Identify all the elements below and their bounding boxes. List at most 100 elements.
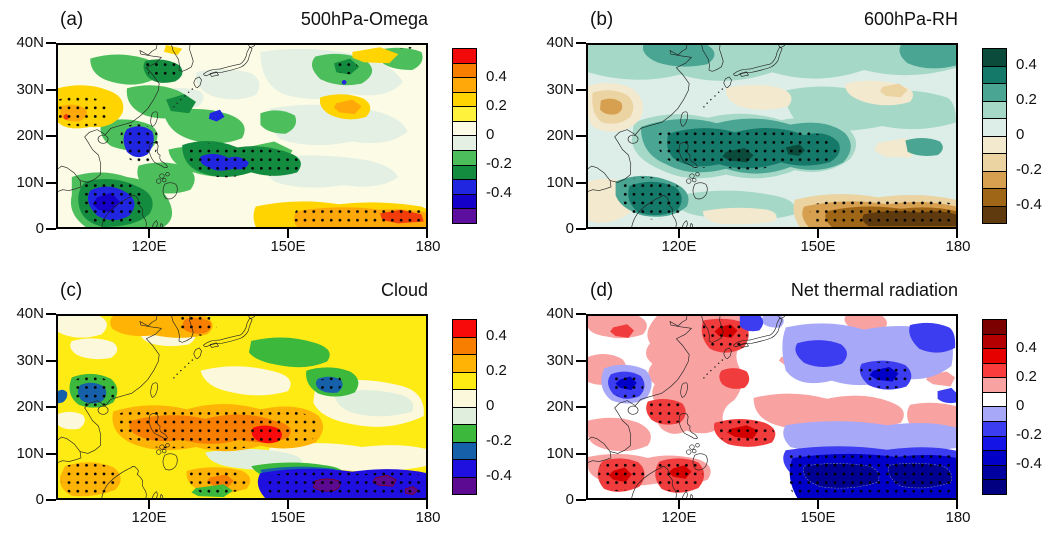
- colorbar-segment: [983, 421, 1006, 436]
- y-tick-label: 10N: [546, 173, 574, 191]
- colorbar-segment: [453, 441, 476, 459]
- colorbar-segment: [983, 333, 1006, 349]
- colorbar-segment: [983, 153, 1006, 171]
- colorbar-tick-label: -0.4: [486, 184, 512, 201]
- map-d-canvas: [588, 316, 956, 498]
- colorbar-segment: [983, 479, 1006, 494]
- colorbar-segment: [983, 170, 1006, 188]
- colorbar-segment: [453, 91, 476, 107]
- panel-a-title: 500hPa-Omega: [300, 9, 428, 29]
- colorbar-tick-label: 0.2: [1016, 91, 1037, 109]
- colorbar-tick-label: -0.4: [486, 466, 512, 484]
- colorbar-c: [452, 319, 477, 495]
- map-a-canvas: [58, 45, 426, 227]
- colorbar-tick-label: 0.4: [1016, 56, 1037, 74]
- coastlines: [58, 45, 256, 227]
- coastlines: [588, 316, 786, 498]
- colorbar-segment: [983, 100, 1006, 118]
- colorbar-tick-label: 0: [486, 126, 495, 143]
- y-tick-label: 20N: [546, 398, 574, 415]
- x-tick-label: 120E: [661, 238, 697, 255]
- colorbar-segment: [453, 208, 476, 223]
- panel-b-tag: (b): [590, 9, 614, 30]
- panel-a-tag: (a): [60, 9, 84, 30]
- colorbar-segment: [453, 336, 476, 354]
- y-tick-label: 0: [565, 491, 574, 508]
- colorbar-segment: [453, 49, 476, 63]
- y-tick-label: 0: [565, 220, 574, 237]
- panel-d: (d) Net thermal radiation: [530, 271, 1060, 542]
- colorbar-tick-label: 0.2: [486, 362, 507, 380]
- colorbar-segment: [453, 120, 476, 136]
- colorbar-segment: [453, 106, 476, 121]
- x-tick-label: 180: [415, 238, 441, 255]
- colorbar-segment: [983, 49, 1006, 66]
- y-tick-label: 30N: [16, 351, 44, 369]
- x-tick-label: 150E: [270, 509, 306, 526]
- stipple-significant-areas: [61, 316, 426, 498]
- colorbar-segment: [983, 65, 1006, 83]
- colorbar-segment: [453, 389, 476, 407]
- colorbar-segment: [983, 435, 1006, 451]
- colorbar-tick-label: -0.4: [1016, 195, 1042, 213]
- y-tick-label: 30N: [546, 351, 574, 369]
- x-tick-label: 120E: [131, 238, 167, 255]
- colorbar-tick-label: 0.2: [1016, 368, 1037, 385]
- colorbar-segment: [983, 362, 1006, 378]
- stipple-significant-areas: [58, 46, 426, 227]
- y-tick-label: 10N: [16, 444, 44, 462]
- colorbar-segment: [983, 83, 1006, 101]
- colorbar-tick-label: -0.2: [486, 431, 512, 449]
- panel-a: (a) 500hPa-Omega: [0, 0, 530, 271]
- y-tick-label: 0: [35, 491, 44, 508]
- colorbar-segment: [983, 391, 1006, 407]
- colorbar-tick-label: -0.2: [486, 155, 512, 172]
- panel-c-tag: (c): [60, 280, 83, 301]
- y-tick-label: 10N: [546, 444, 574, 462]
- y-tick-label: 40N: [546, 34, 574, 51]
- panel-b: (b) 600hPa-RH: [530, 0, 1060, 271]
- y-tick-label: 20N: [16, 398, 44, 415]
- colorbar-segment: [453, 150, 476, 165]
- colorbar-segment: [983, 406, 1006, 422]
- colorbar-segment: [453, 179, 476, 194]
- colorbar-tick-label: 0: [1016, 126, 1025, 143]
- colorbar-segment: [983, 320, 1006, 334]
- map-c-canvas: [58, 316, 426, 498]
- colorbar-segment: [453, 354, 476, 372]
- colorbar-tick-label: -0.2: [1016, 160, 1042, 178]
- y-tick-label: 20N: [546, 127, 574, 144]
- colorbar-a: [452, 48, 477, 224]
- map-d: [586, 314, 958, 500]
- y-tick-label: 40N: [16, 305, 44, 322]
- y-tick-label: 20N: [16, 127, 44, 144]
- colorbar-tick-label: 0.4: [486, 68, 507, 85]
- panel-c: (c) Cloud: [0, 271, 530, 542]
- colorbar-segment: [453, 476, 476, 494]
- colorbar-tick-label: -0.4: [1016, 455, 1042, 472]
- colorbar-segment: [983, 377, 1006, 392]
- x-tick-label: 180: [945, 509, 971, 526]
- colorbar-d: [982, 319, 1007, 495]
- colorbar-segment: [983, 118, 1006, 136]
- colorbar-tick-label: 0.4: [1016, 339, 1037, 356]
- colorbar-segment: [983, 464, 1006, 480]
- x-tick-label: 150E: [270, 238, 306, 255]
- colorbar-tick-label: 0: [486, 397, 495, 414]
- y-tick-label: 10N: [16, 173, 44, 191]
- colorbar-segment: [983, 135, 1006, 153]
- x-tick-label: 120E: [131, 509, 167, 526]
- stipple-significant-areas: [619, 126, 956, 227]
- map-b: [586, 43, 958, 229]
- colorbar-segment: [453, 424, 476, 442]
- colorbar-tick-label: 0.2: [486, 97, 507, 114]
- y-tick-label: 0: [35, 220, 44, 237]
- panel-d-title: Net thermal radiation: [790, 280, 958, 300]
- colorbar-segment: [453, 320, 476, 337]
- y-tick-label: 40N: [546, 305, 574, 322]
- colorbar-tick-label: -0.2: [1016, 426, 1042, 443]
- colorbar-segment: [983, 348, 1006, 363]
- colorbar-segment: [453, 459, 476, 477]
- x-tick-label: 180: [415, 509, 441, 526]
